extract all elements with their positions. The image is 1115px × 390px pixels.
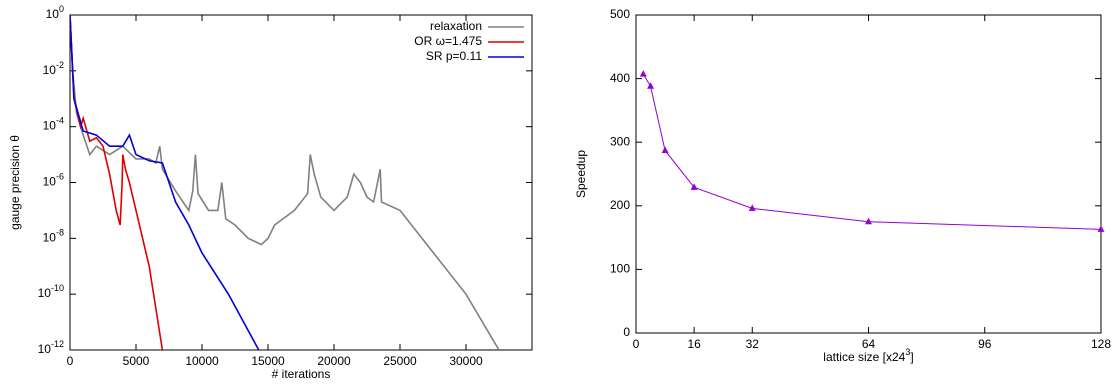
x-tick-label: 16	[687, 337, 701, 351]
plot-frame	[635, 14, 1102, 334]
x-tick-label: 0	[633, 337, 640, 351]
point-marker	[748, 204, 756, 211]
point-marker	[639, 70, 647, 77]
y-tick-label: 100	[610, 262, 630, 276]
series-line	[70, 15, 500, 350]
y-tick-label-part: 10	[43, 231, 57, 245]
x-axis-label: lattice size [x243]	[823, 347, 913, 364]
plot-frame	[69, 14, 533, 351]
y-tick-label-part: 0	[59, 4, 64, 14]
y-tick-label: 10-10	[38, 284, 64, 301]
x-tick-label: 10000	[185, 354, 219, 368]
x-tick-label: 5000	[123, 354, 150, 368]
y-tick-label: 400	[610, 71, 630, 85]
y-axis-label: Speedup	[574, 150, 588, 198]
legend-label: SR p=0.11	[426, 49, 482, 63]
y-tick-label: 10-4	[43, 116, 64, 133]
y-tick-label: 200	[610, 198, 630, 212]
x-axis-label: # iterations	[272, 367, 331, 381]
y-tick-label-part: -6	[56, 172, 64, 182]
y-tick-label: 0	[623, 325, 630, 339]
point-marker	[647, 82, 655, 89]
y-tick-label: 10-12	[38, 339, 64, 356]
x-tick-label: 96	[978, 337, 992, 351]
x-tick-label: 64	[862, 337, 876, 351]
y-tick-label: 300	[610, 134, 630, 148]
y-tick-label: 10-8	[43, 228, 64, 245]
x-tick-label: 0	[67, 354, 74, 368]
y-axis-label: gauge precision θ	[8, 135, 22, 230]
point-marker	[865, 217, 872, 225]
y-tick-label: 100	[46, 4, 64, 21]
y-tick-label-part: 10	[46, 7, 60, 21]
x-tick-label: 15000	[251, 354, 285, 368]
y-tick-label-part: 10	[43, 175, 57, 189]
series-line	[642, 73, 1101, 230]
y-tick-label-part: -2	[56, 60, 64, 70]
x-axis-label-part: 3	[905, 347, 910, 357]
y-tick-label-part: -12	[51, 339, 64, 349]
x-axis-label-part: ]	[910, 350, 913, 364]
legend-label: relaxation	[430, 19, 482, 33]
plot	[69, 14, 533, 351]
y-tick-label-part: 10	[43, 119, 57, 133]
series-line	[70, 15, 164, 350]
y-tick-label-part: 10	[38, 342, 52, 356]
y-tick-label-part: 10	[38, 286, 52, 300]
point-marker	[661, 146, 669, 153]
y-tick-label-part: -8	[56, 228, 64, 238]
x-tick-label: 20000	[317, 354, 351, 368]
x-axis-label-part: lattice size [x24	[823, 350, 905, 364]
x-tick-label: 25000	[383, 354, 417, 368]
y-tick-label: 500	[610, 7, 630, 21]
series-line	[70, 15, 260, 350]
y-tick-label: 10-2	[43, 60, 64, 77]
point-marker	[1097, 225, 1105, 232]
y-tick-label-part: 10	[43, 63, 57, 77]
y-tick-label-part: -4	[56, 116, 64, 126]
y-tick-label-part: -10	[51, 284, 64, 294]
x-tick-label: 128	[1091, 337, 1111, 351]
plot	[635, 14, 1102, 334]
point-marker	[690, 183, 698, 190]
y-tick-label: 10-6	[43, 172, 64, 189]
x-tick-label: 30000	[449, 354, 483, 368]
x-tick-label: 32	[746, 337, 760, 351]
legend-label: OR ω=1.475	[414, 34, 482, 48]
